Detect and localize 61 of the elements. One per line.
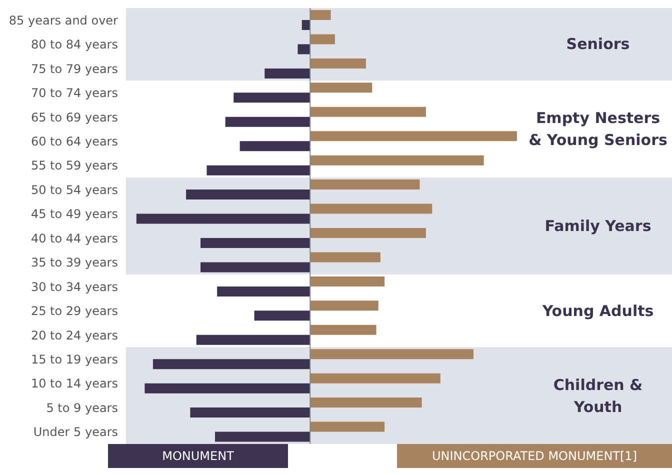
band-label: Family Years [544, 216, 652, 237]
bar [310, 204, 432, 214]
bar [200, 262, 310, 272]
bar [196, 334, 310, 345]
bar [310, 422, 385, 432]
y-tick-label: 55 to 59 years [30, 158, 118, 173]
y-tick-label: Under 5 years [33, 425, 118, 440]
bar [310, 180, 420, 190]
band-label: Seniors [565, 34, 631, 56]
bar [310, 131, 517, 142]
y-tick-label: 40 to 44 years [30, 231, 118, 246]
bar [310, 58, 366, 68]
bar [206, 165, 310, 176]
bar [310, 155, 484, 166]
bar [302, 20, 310, 30]
y-tick-label: 15 to 19 years [30, 352, 118, 366]
bar [200, 238, 310, 248]
y-tick-label: 65 to 69 years [30, 110, 118, 124]
bar [217, 286, 310, 296]
bar [136, 214, 310, 224]
bar [254, 310, 310, 321]
text: Empty Nesters & Young Seniors [528, 108, 668, 152]
bar [310, 398, 422, 408]
bar [190, 408, 310, 418]
bar [240, 141, 310, 152]
y-tick-label: 25 to 29 years [30, 304, 118, 318]
bar [144, 383, 310, 394]
y-tick-label: 75 to 79 years [30, 62, 118, 76]
y-tick-label: 35 to 39 years [30, 256, 118, 270]
text: UNINCORPORATED MONUMENT[1] [397, 444, 672, 468]
series-label: MONUMENT [108, 444, 288, 468]
bar [310, 373, 440, 384]
y-tick-label: 45 to 49 years [30, 207, 118, 222]
bar [310, 228, 426, 238]
bar [186, 190, 310, 200]
bar [310, 349, 474, 360]
band-label: Children & Youth [552, 374, 644, 418]
bar [225, 116, 310, 127]
y-tick-label: 80 to 84 years [30, 38, 118, 52]
bar [215, 432, 310, 442]
bar [310, 82, 372, 93]
bar [264, 68, 310, 78]
bar [152, 359, 310, 370]
bar [310, 34, 335, 44]
y-tick-label: 85 years and over [8, 13, 118, 28]
bar [310, 252, 380, 262]
y-tick-label: 70 to 74 years [30, 86, 118, 100]
bar [310, 106, 426, 117]
y-tick-label: 20 to 24 years [30, 328, 118, 342]
bar [298, 44, 310, 54]
y-tick-label: 30 to 34 years [30, 280, 118, 294]
bar [310, 300, 378, 311]
y-tick-label: 50 to 54 years [30, 182, 118, 197]
bar [310, 276, 385, 286]
y-tick-label: 60 to 64 years [30, 134, 118, 148]
y-tick-label: 10 to 14 years [30, 376, 118, 391]
text: Young Adults [541, 300, 655, 322]
y-tick-label: 5 to 9 years [46, 400, 118, 415]
bar [310, 324, 376, 335]
bar [234, 92, 310, 103]
bar [310, 10, 331, 20]
